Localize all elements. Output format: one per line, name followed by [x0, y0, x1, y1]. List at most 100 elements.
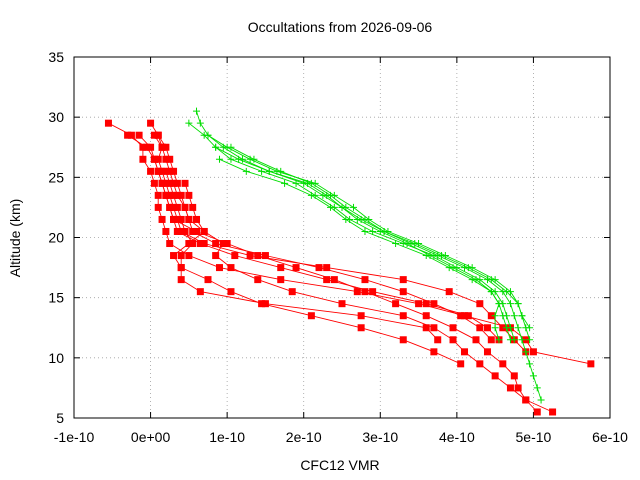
- data-point: [139, 143, 147, 151]
- y-tick-label: 20: [48, 230, 64, 246]
- series-14: [227, 143, 534, 332]
- series-line: [172, 183, 439, 341]
- data-point: [212, 240, 220, 248]
- data-point: [330, 276, 338, 284]
- data-point: [510, 312, 518, 320]
- data-point: [162, 227, 170, 235]
- data-point: [522, 348, 530, 356]
- data-point: [162, 191, 170, 199]
- data-point: [170, 191, 178, 199]
- data-point: [369, 227, 377, 235]
- data-point: [227, 143, 235, 151]
- data-point: [476, 360, 484, 368]
- data-point: [438, 252, 446, 260]
- data-point: [380, 227, 388, 235]
- data-point: [162, 155, 170, 163]
- data-point: [399, 336, 407, 344]
- data-point: [288, 288, 296, 296]
- data-point: [342, 215, 350, 223]
- data-point: [445, 264, 453, 272]
- data-point: [526, 360, 534, 368]
- data-point: [189, 240, 197, 248]
- data-point: [353, 288, 361, 296]
- data-point: [357, 312, 365, 320]
- data-point: [281, 179, 289, 187]
- grid: [74, 57, 610, 418]
- data-point: [177, 252, 185, 260]
- data-point: [127, 131, 135, 139]
- data-point: [181, 203, 189, 211]
- data-point: [166, 240, 174, 248]
- data-point: [434, 336, 442, 344]
- data-point: [185, 252, 193, 260]
- data-point: [166, 191, 174, 199]
- data-point: [422, 312, 430, 320]
- data-point: [261, 300, 269, 308]
- data-point: [526, 336, 534, 344]
- data-point: [522, 336, 530, 344]
- data-point: [154, 155, 162, 163]
- data-point: [166, 179, 174, 187]
- data-point: [411, 240, 419, 248]
- y-tick-label: 30: [48, 109, 64, 125]
- data-point: [223, 240, 231, 248]
- data-point: [200, 227, 208, 235]
- data-point: [170, 252, 178, 260]
- y-axis-title: Altitude (km): [7, 199, 23, 278]
- data-point: [181, 179, 189, 187]
- data-point: [323, 276, 331, 284]
- data-point: [150, 179, 158, 187]
- data-point: [162, 179, 170, 187]
- data-point: [193, 107, 201, 115]
- data-point: [349, 203, 357, 211]
- data-point: [196, 240, 204, 248]
- data-point: [215, 155, 223, 163]
- x-tick-label: 1e-10: [209, 429, 245, 445]
- data-point: [369, 288, 377, 296]
- x-axis-title: CFC12 VMR: [300, 457, 379, 473]
- data-point: [487, 276, 495, 284]
- data-point: [445, 288, 453, 296]
- data-point: [499, 324, 507, 332]
- data-point: [422, 252, 430, 260]
- data-point: [338, 300, 346, 308]
- data-point: [483, 348, 491, 356]
- data-point: [506, 384, 514, 392]
- data-point: [173, 215, 181, 223]
- series-6: [154, 131, 557, 416]
- data-point: [361, 227, 369, 235]
- data-point: [143, 143, 151, 151]
- data-point: [265, 167, 273, 175]
- data-point: [529, 348, 537, 356]
- chart-title: Occultations from 2026-09-06: [248, 19, 433, 35]
- series-9: [193, 107, 545, 404]
- data-point: [461, 312, 469, 320]
- data-point: [449, 324, 457, 332]
- data-point: [430, 324, 438, 332]
- data-point: [495, 300, 503, 308]
- data-point: [587, 360, 595, 368]
- data-point: [491, 324, 499, 332]
- data-point: [506, 336, 514, 344]
- data-point: [392, 300, 400, 308]
- x-tick-label: 3e-10: [362, 429, 398, 445]
- data-point: [147, 167, 155, 175]
- series-7: [162, 167, 465, 368]
- tick-labels: -1e-10 0e+00 1e-10 2e-10 3e-10 4e-10 5e-10 6e-1…: [48, 49, 628, 445]
- data-point: [227, 264, 235, 272]
- data-point: [196, 288, 204, 296]
- series-line: [165, 171, 461, 365]
- data-point: [361, 288, 369, 296]
- data-point: [166, 155, 174, 163]
- series-line: [157, 134, 553, 413]
- data-point: [200, 240, 208, 248]
- y-tick-label: 35: [48, 49, 64, 65]
- data-point: [193, 227, 201, 235]
- data-point: [526, 324, 534, 332]
- data-point: [204, 276, 212, 284]
- data-point: [430, 348, 438, 356]
- data-point: [327, 203, 335, 211]
- data-point: [189, 227, 197, 235]
- data-point: [170, 179, 178, 187]
- data-point: [104, 119, 112, 127]
